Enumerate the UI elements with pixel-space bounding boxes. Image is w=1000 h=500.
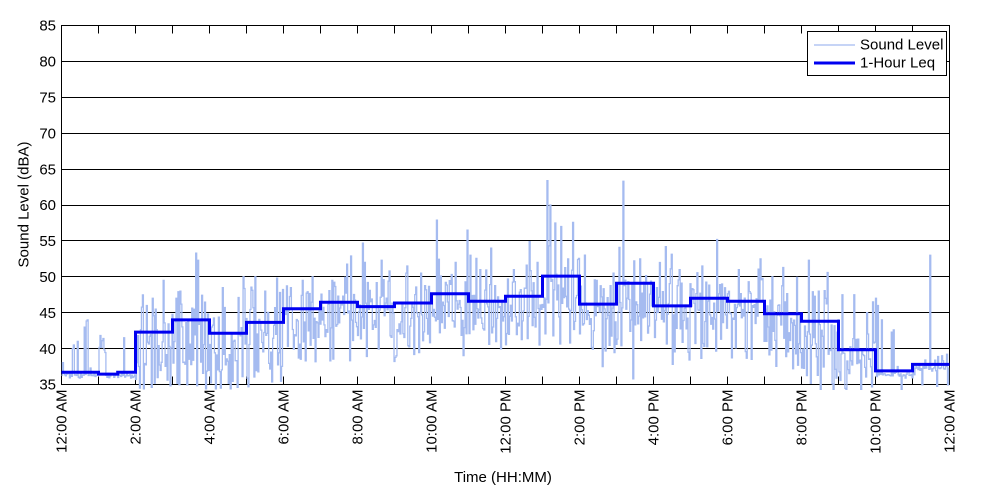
svg-text:70: 70 xyxy=(39,125,56,142)
svg-text:Sound Level: Sound Level xyxy=(860,37,943,54)
svg-text:6:00 AM: 6:00 AM xyxy=(276,390,293,445)
svg-text:8:00 AM: 8:00 AM xyxy=(350,390,367,445)
svg-text:80: 80 xyxy=(39,54,56,71)
svg-text:Sound Level (dBA): Sound Level (dBA) xyxy=(16,142,33,268)
svg-text:60: 60 xyxy=(39,197,56,214)
svg-text:2:00 PM: 2:00 PM xyxy=(572,390,589,446)
svg-text:35: 35 xyxy=(39,377,56,394)
svg-text:50: 50 xyxy=(39,269,56,286)
svg-text:75: 75 xyxy=(39,90,56,107)
svg-text:8:00 PM: 8:00 PM xyxy=(794,390,811,446)
svg-text:55: 55 xyxy=(39,233,56,250)
svg-text:4:00 PM: 4:00 PM xyxy=(646,390,663,446)
svg-text:12:00 AM: 12:00 AM xyxy=(54,390,71,453)
svg-text:65: 65 xyxy=(39,161,56,178)
svg-text:10:00 AM: 10:00 AM xyxy=(424,390,441,453)
svg-text:12:00 PM: 12:00 PM xyxy=(498,390,515,454)
svg-text:10:00 PM: 10:00 PM xyxy=(868,390,885,454)
svg-text:40: 40 xyxy=(39,341,56,358)
svg-text:12:00 AM: 12:00 AM xyxy=(942,390,959,453)
svg-text:45: 45 xyxy=(39,305,56,322)
svg-text:85: 85 xyxy=(39,18,56,35)
svg-text:1-Hour Leq: 1-Hour Leq xyxy=(860,55,935,72)
svg-text:6:00 PM: 6:00 PM xyxy=(720,390,737,446)
svg-text:2:00 AM: 2:00 AM xyxy=(128,390,145,445)
svg-text:4:00 AM: 4:00 AM xyxy=(202,390,219,445)
svg-text:Time (HH:MM): Time (HH:MM) xyxy=(454,469,552,486)
